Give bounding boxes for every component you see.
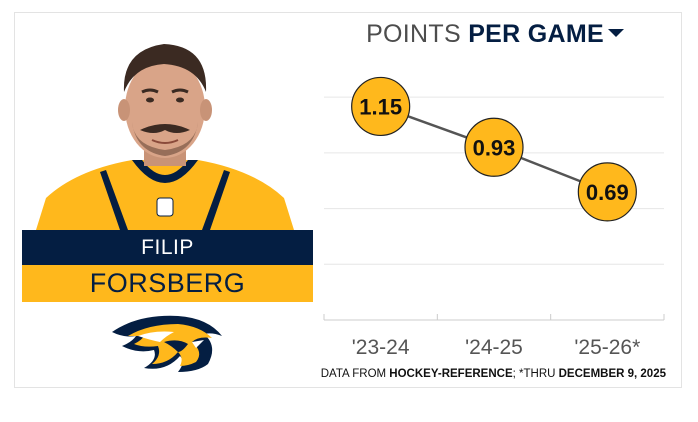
player-photo <box>36 30 294 230</box>
chart-title-light: POINTS <box>366 20 461 48</box>
source-note: DATA FROM HOCKEY-REFERENCE; *THRU DECEMB… <box>300 368 666 380</box>
source-prefix: DATA FROM <box>320 368 390 380</box>
player-last-name: FORSBERG <box>22 265 313 302</box>
data-label: 1.15 <box>359 94 402 119</box>
source-date: DECEMBER 9, 2025 <box>558 368 666 380</box>
x-tick-label: '24-25 <box>465 336 523 359</box>
x-tick-label: '25-26* <box>574 336 640 359</box>
chart-x-ticks: '23-24 '24-25 '25-26* <box>352 336 640 359</box>
x-tick-label: '23-24 <box>352 336 410 359</box>
source-site: HOCKEY-REFERENCE <box>389 368 513 380</box>
player-first-name: FILIP <box>22 230 313 265</box>
data-point <box>577 162 637 222</box>
data-point <box>464 117 524 177</box>
source-middle: ; *THRU <box>512 368 559 380</box>
data-label: 0.69 <box>586 180 629 205</box>
data-point <box>351 76 411 137</box>
chart-points: 1.15 0.93 0.69 <box>351 76 637 222</box>
chart-title[interactable]: POINTS PER GAME <box>326 20 664 49</box>
chart-axis <box>323 314 665 321</box>
chart-title-bold: PER GAME <box>468 20 604 48</box>
chevron-down-icon[interactable] <box>607 29 624 38</box>
data-label: 0.93 <box>473 135 516 160</box>
team-logo-icon <box>112 315 222 372</box>
